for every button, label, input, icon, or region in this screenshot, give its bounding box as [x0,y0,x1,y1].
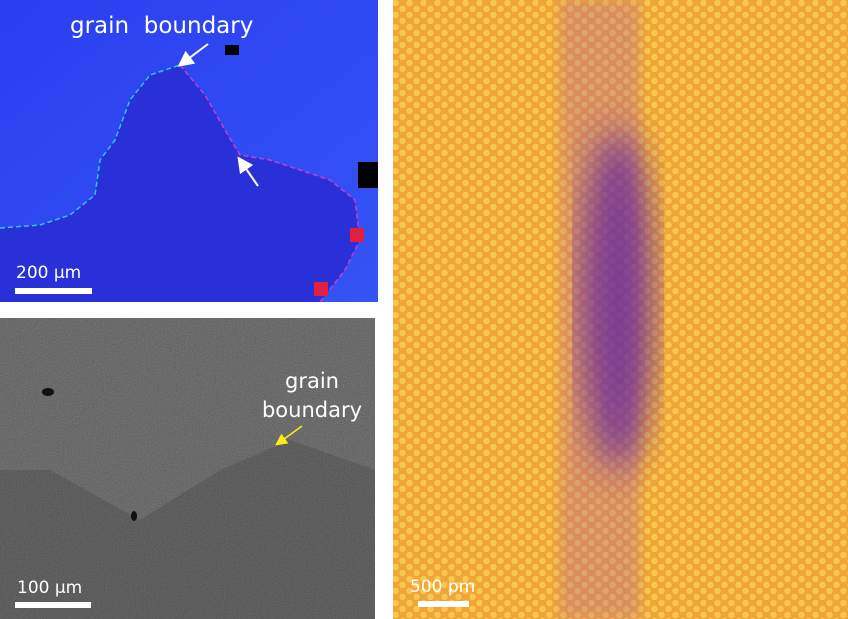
scale-bar [418,601,469,607]
defect [314,282,328,296]
panel-stem: 500 pm [393,0,848,619]
dislocation-core [580,130,656,470]
scale-bar [15,602,91,608]
defect [131,511,137,521]
scale-bar-label: 100 µm [17,578,82,598]
annotation: grain [285,369,339,393]
defect [42,388,54,396]
defect [350,228,364,242]
panel-ebsd: grain boundary 200 µm [0,0,378,303]
grain-region [0,440,375,619]
arrow [177,43,209,67]
grain-region [0,65,360,302]
arrow [237,156,259,187]
defect [358,162,378,188]
annotation: grain boundary [70,13,253,39]
sem-background [0,318,375,619]
boundary-line [179,64,361,303]
scale-bar [15,288,92,294]
annotation: boundary [262,398,362,422]
defect [225,45,239,55]
panel-sem: grain boundary 100 µm [0,318,375,619]
boundary-line [0,64,181,229]
scale-bar-label: 200 µm [16,263,81,283]
scale-bar-label: 500 pm [410,577,475,597]
arrow [275,425,303,446]
